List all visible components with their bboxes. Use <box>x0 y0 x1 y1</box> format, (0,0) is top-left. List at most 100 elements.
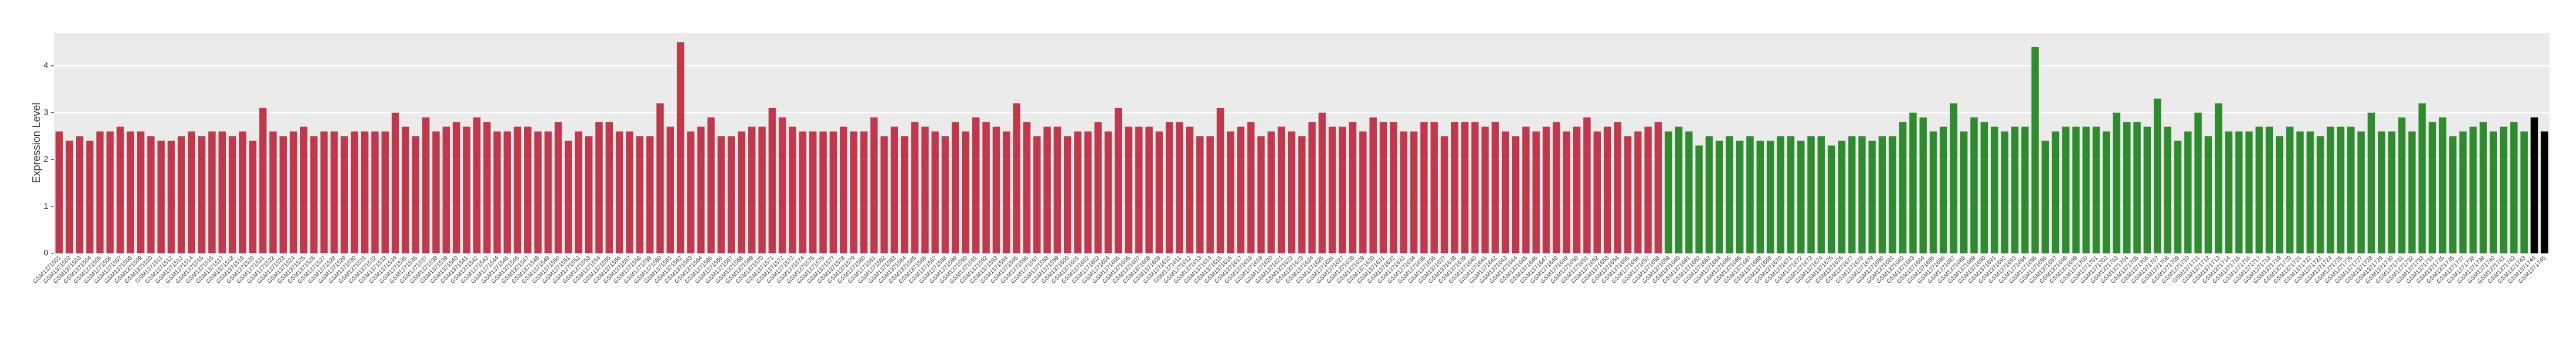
bar <box>259 108 267 253</box>
bar <box>2367 112 2375 253</box>
bar <box>2214 103 2223 253</box>
bar <box>1787 136 1795 253</box>
bar <box>687 131 695 253</box>
bar <box>992 126 1000 253</box>
bar <box>2327 126 2334 253</box>
bar <box>2235 131 2243 253</box>
bar <box>1878 136 1886 253</box>
bar <box>1695 145 1703 253</box>
bar <box>718 136 725 253</box>
bar <box>147 136 155 253</box>
bar <box>1726 136 1734 253</box>
bar <box>1420 122 1428 253</box>
bar <box>2378 131 2385 253</box>
bar <box>850 131 857 253</box>
bar <box>228 136 236 253</box>
bar <box>239 131 246 253</box>
bar <box>2255 126 2263 253</box>
bar <box>412 136 420 253</box>
bar <box>1135 126 1143 253</box>
bar <box>2113 112 2121 253</box>
bar <box>289 131 298 253</box>
bar <box>1461 122 1469 253</box>
bar <box>208 131 216 253</box>
bar <box>2204 136 2213 253</box>
bar <box>1451 122 1459 253</box>
bar <box>1909 112 1917 253</box>
bar <box>911 122 919 253</box>
bar <box>2154 98 2161 253</box>
bar <box>269 131 277 253</box>
bar <box>1237 126 1244 253</box>
y-tick-label: 3 <box>44 107 48 116</box>
bar <box>1970 117 1978 253</box>
bar <box>320 131 328 253</box>
bar <box>2184 131 2192 253</box>
bar <box>1817 136 1825 253</box>
bar <box>1614 122 1621 253</box>
bar <box>1186 126 1194 253</box>
bar <box>188 131 196 253</box>
bar <box>483 122 491 253</box>
bar <box>2225 131 2233 253</box>
bar <box>2286 126 2294 253</box>
bar <box>300 126 308 253</box>
bar <box>218 131 226 253</box>
bar <box>1003 131 1010 253</box>
bar <box>697 126 705 253</box>
bar <box>544 131 552 253</box>
bar <box>605 122 613 253</box>
bar <box>116 126 124 253</box>
bar <box>880 136 888 253</box>
bar <box>2480 122 2487 253</box>
bar <box>1013 103 1020 253</box>
bar <box>1369 117 1377 253</box>
bar <box>1308 122 1316 253</box>
bar <box>1471 122 1479 253</box>
bar <box>381 131 389 253</box>
bar <box>2306 131 2314 253</box>
bar <box>1675 126 1683 253</box>
bar <box>1318 112 1326 253</box>
bar <box>839 126 847 253</box>
bar <box>1807 136 1815 253</box>
bar <box>1277 126 1286 253</box>
bar <box>1145 126 1153 253</box>
bar <box>2510 122 2518 253</box>
bar <box>1206 136 1214 253</box>
bar <box>2490 131 2497 253</box>
bar <box>1125 126 1133 253</box>
bar <box>1084 131 1092 253</box>
bar <box>1980 122 1988 253</box>
bar <box>1359 131 1367 253</box>
bar <box>900 136 909 253</box>
bar <box>1501 131 1510 253</box>
bar <box>789 126 796 253</box>
bar <box>2194 112 2202 253</box>
bar <box>1390 122 1397 253</box>
bar <box>432 131 440 253</box>
bar <box>1410 131 1418 253</box>
bar <box>921 126 929 253</box>
bar <box>819 131 827 253</box>
bar <box>1227 131 1234 253</box>
bar <box>493 131 501 253</box>
y-axis-label: Expression Level <box>31 102 42 183</box>
bar <box>1176 122 1183 253</box>
bar <box>931 131 939 253</box>
bar <box>1400 131 1407 253</box>
bar <box>1624 136 1631 253</box>
bar <box>126 131 135 253</box>
bar <box>1522 126 1530 253</box>
bar <box>1990 126 1998 253</box>
bar <box>249 141 256 253</box>
bar <box>2265 126 2273 253</box>
bar <box>829 131 837 253</box>
bar <box>524 126 532 253</box>
bar <box>2041 141 2049 253</box>
bar <box>1257 136 1265 253</box>
bar <box>1797 141 1805 253</box>
bar <box>341 136 348 253</box>
bar <box>2388 131 2395 253</box>
